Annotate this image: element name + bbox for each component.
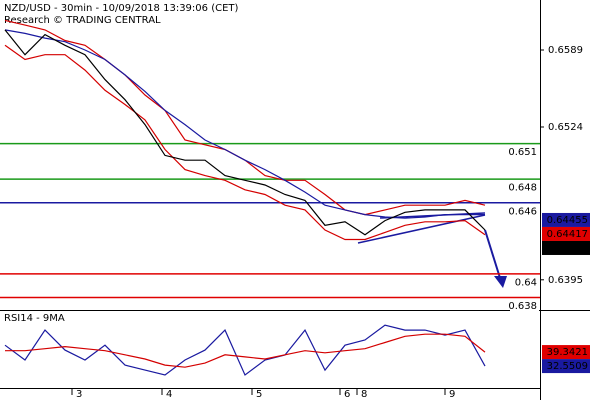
level-label: 0.648 bbox=[508, 183, 537, 194]
x-tick-label: 9 bbox=[449, 389, 455, 400]
x-tick-label: 3 bbox=[76, 389, 82, 400]
y-tick-label: 0.6524 bbox=[548, 122, 583, 133]
forecast-arrow bbox=[484, 229, 501, 279]
forecast-arrowhead bbox=[494, 276, 507, 288]
level-label-bg bbox=[510, 181, 539, 194]
series-line bbox=[4, 29, 486, 236]
price-tag bbox=[542, 345, 590, 360]
level-label-bg bbox=[510, 145, 539, 158]
trend-line bbox=[357, 214, 486, 244]
level-label: 0.651 bbox=[508, 147, 537, 158]
level-label-bg bbox=[510, 204, 539, 217]
level-label: 0.638 bbox=[508, 301, 537, 312]
price-tag-label: 0.64417 bbox=[547, 229, 588, 240]
price-tag-label: 0.64455 bbox=[547, 215, 588, 226]
level-label: 0.64 bbox=[515, 277, 537, 288]
chart-title: NZD/USD - 30min - 10/09/2018 13:39:06 (C… bbox=[4, 3, 238, 14]
x-tick-label: 6 bbox=[344, 389, 350, 400]
y-tick-label: 0.6589 bbox=[548, 45, 583, 56]
price-tag-label: 32.5509 bbox=[547, 361, 588, 372]
price-tag bbox=[542, 226, 590, 241]
y-tick-label: 0.6395 bbox=[548, 275, 583, 286]
chart-subtitle: Research © TRADING CENTRAL bbox=[4, 15, 161, 26]
price-tag bbox=[542, 212, 590, 227]
series-line bbox=[4, 29, 485, 219]
price-tag-label: 39.3421 bbox=[547, 347, 588, 358]
x-tick-label: 5 bbox=[256, 389, 262, 400]
series-line bbox=[4, 324, 486, 376]
price-tag bbox=[542, 240, 590, 255]
indicator-title: RSI14 - 9MA bbox=[4, 313, 65, 324]
x-tick-label: 4 bbox=[166, 389, 172, 400]
x-tick-label: 8 bbox=[361, 389, 367, 400]
level-label-bg bbox=[510, 299, 539, 312]
level-label: 0.646 bbox=[508, 206, 537, 217]
series-line bbox=[5, 333, 486, 368]
price-tag bbox=[542, 359, 590, 374]
level-label-bg bbox=[510, 275, 539, 288]
series-line bbox=[4, 44, 486, 241]
price-tag-label: 0.64278 bbox=[547, 243, 588, 254]
